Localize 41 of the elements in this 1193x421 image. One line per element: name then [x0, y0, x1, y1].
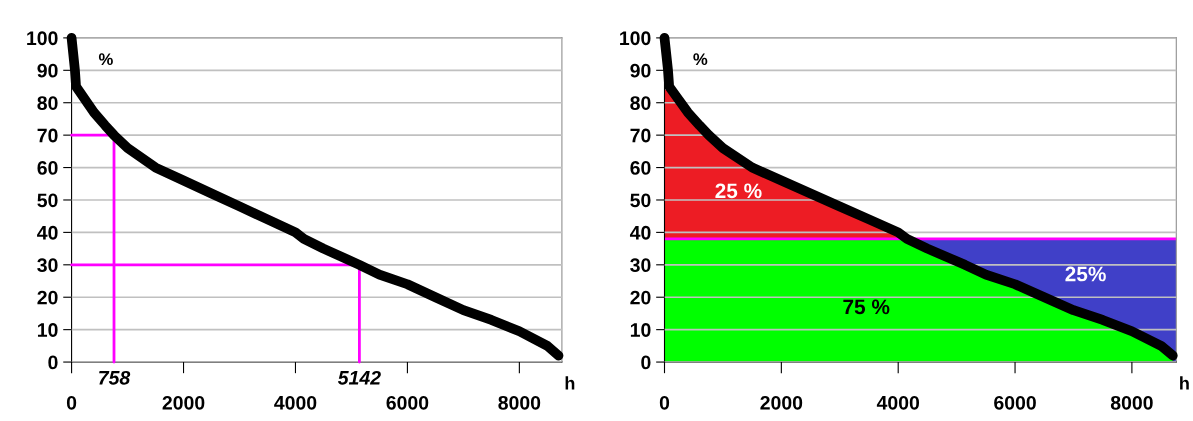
y-tick-label: 10 [630, 323, 651, 337]
x-tick-label: 6000 [994, 395, 1036, 410]
y-tick-label: 80 [630, 96, 651, 110]
y-tick-label: 40 [629, 225, 651, 240]
y-tick-label: 20 [630, 290, 651, 305]
y-tick-label: 90 [630, 63, 651, 78]
y-tick-label: 70 [37, 128, 58, 143]
annotation: 75 % [843, 299, 890, 315]
y-tick-label: 0 [48, 355, 58, 370]
y-tick-label: 70 [630, 128, 651, 143]
y-tick-label: 100 [620, 31, 651, 46]
annotation: 5142 [337, 370, 381, 385]
x-tick-label: 2000 [162, 395, 205, 410]
x-axis-title: h [1180, 376, 1189, 390]
x-tick-label: 0 [659, 395, 670, 410]
y-tick-label: 40 [37, 225, 58, 240]
y-tick-label: 20 [37, 290, 58, 305]
y-tick-label: 60 [630, 161, 651, 175]
y-tick-label: 10 [37, 323, 58, 337]
y-axis-title: % [693, 53, 708, 66]
y-tick-label: 80 [37, 96, 58, 110]
y-axis-title: % [98, 53, 113, 66]
y-tick-label: 100 [27, 31, 58, 46]
y-tick-label: 90 [37, 63, 58, 78]
y-tick-label: 30 [630, 258, 651, 273]
y-tick-label: 50 [37, 193, 58, 208]
x-tick-label: 6000 [386, 395, 429, 410]
y-tick-label: 0 [641, 355, 651, 370]
x-tick-label: 2000 [760, 395, 803, 410]
y-tick-label: 30 [37, 258, 58, 273]
x-tick-label: 0 [66, 395, 77, 410]
x-tick-label: 4000 [876, 395, 920, 410]
x-tick-label: 8000 [1110, 395, 1153, 410]
x-tick-label: 8000 [498, 395, 541, 410]
annotation: 758 [99, 370, 131, 385]
annotation: 25 % [715, 183, 762, 199]
x-axis-title: h [565, 376, 575, 390]
y-tick-label: 60 [37, 161, 58, 175]
y-tick-label: 50 [630, 193, 651, 208]
annotation: 25% [1065, 266, 1106, 282]
x-tick-label: 4000 [274, 395, 317, 410]
